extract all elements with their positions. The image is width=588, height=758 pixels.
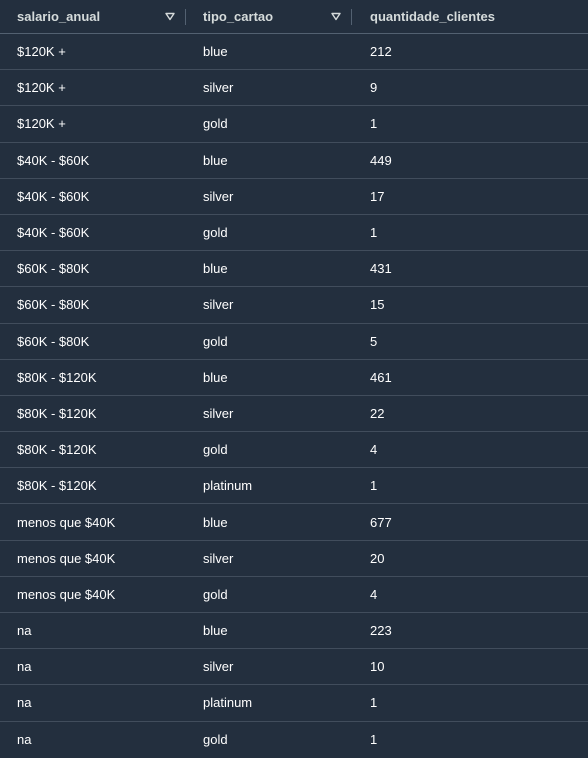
cell-salario-anual: na [17,623,32,639]
cell-salario-anual: menos que $40K [17,514,116,530]
cell-salario-anual: $40K - $60K [17,188,90,204]
cell-tipo-cartao: blue [203,623,228,639]
cell-tipo-cartao: silver [203,405,234,421]
table-row[interactable]: $80K - $120K silver 22 [0,396,588,433]
table-row[interactable]: $80K - $120K gold 4 [0,432,588,469]
cell-salario-anual: $120K + [17,116,66,132]
table-row[interactable]: $60K - $80K blue 431 [0,251,588,288]
cell-salario-anual: $80K - $120K [17,442,97,458]
cell-quantidade-clientes: 449 [370,152,392,168]
table-row[interactable]: $40K - $60K silver 17 [0,179,588,215]
column-header-label: salario_anual [17,9,101,24]
cell-quantidade-clientes: 677 [370,514,392,530]
table-row[interactable]: na blue 223 [0,613,588,650]
cell-tipo-cartao: silver [203,297,234,313]
cell-salario-anual: $60K - $80K [17,261,90,277]
cell-tipo-cartao: blue [203,152,228,168]
cell-tipo-cartao: gold [203,225,228,241]
table-row[interactable]: $120K + blue 212 [0,34,588,71]
cell-tipo-cartao: gold [203,116,228,132]
cell-salario-anual: na [17,659,32,675]
cell-quantidade-clientes: 431 [370,261,392,277]
cell-quantidade-clientes: 1 [370,732,378,748]
cell-salario-anual: na [17,732,32,748]
table-row[interactable]: $40K - $60K blue 449 [0,143,588,179]
cell-tipo-cartao: platinum [203,478,253,494]
cell-quantidade-clientes: 17 [370,188,385,204]
column-header-salario-anual[interactable]: salario_anual [0,0,186,33]
cell-tipo-cartao: blue [203,514,228,530]
column-header-label: quantidade_clientes [370,9,495,24]
column-divider[interactable] [351,9,352,25]
table-row[interactable]: $60K - $80K silver 15 [0,287,588,324]
cell-quantidade-clientes: 461 [370,369,392,385]
cell-salario-anual: $40K - $60K [17,152,90,168]
cell-tipo-cartao: platinum [203,695,253,711]
cell-tipo-cartao: blue [203,261,228,277]
table-row[interactable]: $120K + gold 1 [0,106,588,143]
cell-quantidade-clientes: 1 [370,478,378,494]
column-header-label: tipo_cartao [203,9,274,24]
cell-quantidade-clientes: 1 [370,695,378,711]
table-row[interactable]: $40K - $60K gold 1 [0,215,588,252]
cell-quantidade-clientes: 9 [370,80,378,96]
table-row[interactable]: na silver 10 [0,649,588,686]
table-row[interactable]: $60K - $80K gold 5 [0,324,588,360]
cell-quantidade-clientes: 1 [370,225,378,241]
cell-tipo-cartao: blue [203,369,228,385]
table-row[interactable]: menos que $40K gold 4 [0,577,588,613]
table-row[interactable]: $120K + silver 9 [0,70,588,107]
table-header: salario_anual tipo_cartao quantidade_cli… [0,0,588,34]
cell-salario-anual: $80K - $120K [17,478,97,494]
table-row[interactable]: $80K - $120K platinum 1 [0,468,588,505]
sort-icon[interactable] [163,10,177,24]
cell-salario-anual: $60K - $80K [17,297,90,313]
cell-quantidade-clientes: 22 [370,405,385,421]
cell-tipo-cartao: gold [203,333,228,349]
cell-quantidade-clientes: 15 [370,297,385,313]
table-body: $120K + blue 212 $120K + silver 9 $120K + gold 1… [0,34,588,758]
column-header-tipo-cartao[interactable]: tipo_cartao [186,0,352,33]
sort-icon[interactable] [329,10,343,24]
table-row[interactable]: na gold 1 [0,722,588,758]
column-header-quantidade-clientes[interactable]: quantidade_clientes [352,0,588,33]
table-row[interactable]: $80K - $120K blue 461 [0,360,588,396]
cell-quantidade-clientes: 20 [370,550,385,566]
cell-quantidade-clientes: 223 [370,623,392,639]
cell-quantidade-clientes: 4 [370,586,378,602]
cell-salario-anual: $40K - $60K [17,225,90,241]
cell-quantidade-clientes: 212 [370,44,392,60]
cell-tipo-cartao: silver [203,659,234,675]
table-row[interactable]: menos que $40K blue 677 [0,504,588,541]
cell-quantidade-clientes: 10 [370,659,385,675]
cell-tipo-cartao: silver [203,188,234,204]
column-divider[interactable] [185,9,186,25]
cell-salario-anual: na [17,695,32,711]
cell-salario-anual: $120K + [17,44,66,60]
cell-tipo-cartao: silver [203,550,234,566]
cell-tipo-cartao: gold [203,442,228,458]
table-row[interactable]: na platinum 1 [0,685,588,722]
cell-salario-anual: $120K + [17,80,66,96]
cell-salario-anual: $60K - $80K [17,333,90,349]
cell-tipo-cartao: gold [203,732,228,748]
cell-quantidade-clientes: 1 [370,116,378,132]
cell-salario-anual: menos que $40K [17,586,116,602]
cell-tipo-cartao: silver [203,80,234,96]
cell-quantidade-clientes: 5 [370,333,378,349]
cell-salario-anual: menos que $40K [17,550,116,566]
cell-salario-anual: $80K - $120K [17,369,97,385]
table-row[interactable]: menos que $40K silver 20 [0,541,588,577]
cell-tipo-cartao: gold [203,586,228,602]
cell-salario-anual: $80K - $120K [17,405,97,421]
cell-tipo-cartao: blue [203,44,228,60]
cell-quantidade-clientes: 4 [370,442,378,458]
